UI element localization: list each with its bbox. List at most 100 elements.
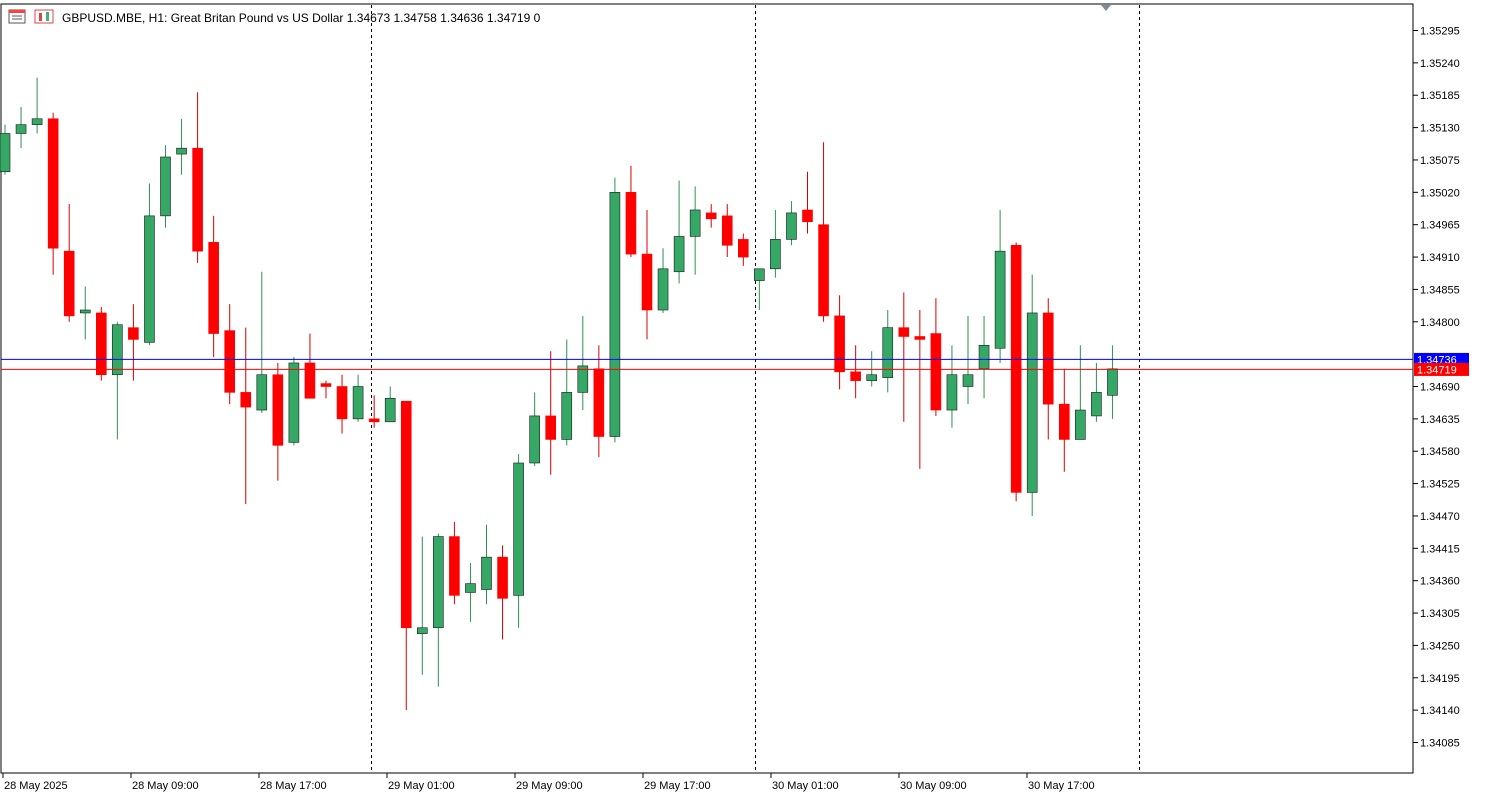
price-tick-label: 1.34360 bbox=[1420, 576, 1460, 588]
bear-candle bbox=[208, 215, 219, 358]
bear-candle bbox=[47, 112, 59, 275]
bull-candle bbox=[160, 145, 171, 228]
price-tick-label: 1.35075 bbox=[1420, 155, 1460, 167]
candle-body bbox=[128, 327, 139, 340]
candle-body bbox=[818, 224, 829, 317]
bull-candle bbox=[481, 524, 492, 605]
bull-candle bbox=[529, 392, 540, 466]
candle-body bbox=[449, 536, 460, 596]
bear-candle bbox=[737, 233, 749, 266]
price-tick-label: 1.34140 bbox=[1420, 705, 1460, 717]
shift-marker-icon[interactable] bbox=[1101, 5, 1111, 11]
price-tick-label: 1.34525 bbox=[1420, 479, 1460, 491]
price-tick-label: 1.35240 bbox=[1420, 58, 1460, 70]
candle-body bbox=[31, 118, 43, 125]
bear-candle bbox=[1010, 242, 1022, 502]
price-tick-label: 1.34470 bbox=[1420, 511, 1460, 523]
price-tick-label: 1.35020 bbox=[1420, 187, 1460, 199]
bear-candle bbox=[705, 204, 717, 228]
time-tick-label: 28 May 17:00 bbox=[260, 780, 327, 792]
time-tick-label: 30 May 01:00 bbox=[772, 780, 839, 792]
candle-body bbox=[1091, 392, 1102, 417]
candle-body bbox=[641, 253, 653, 311]
price-axis[interactable]: 1.35295 1.35240 1.35185 1.35130 1.35075 1.350… bbox=[1413, 26, 1460, 750]
price-tick-label: 1.34635 bbox=[1420, 414, 1460, 426]
price-tick-label: 1.35185 bbox=[1420, 90, 1460, 102]
time-axis[interactable]: 28 May 2025 28 May 09:00 28 May 17:00 29 Ma… bbox=[2, 773, 1095, 792]
time-tick-label: 29 May 01:00 bbox=[388, 780, 455, 792]
bear-candle bbox=[320, 380, 332, 399]
bear-candle bbox=[272, 362, 284, 481]
window-icon[interactable] bbox=[8, 9, 26, 24]
bear-candle bbox=[449, 521, 460, 605]
bull-candle bbox=[673, 180, 685, 284]
bear-candle bbox=[641, 209, 653, 340]
bear-candle bbox=[898, 292, 910, 422]
bear-candle bbox=[1042, 298, 1054, 440]
bear-candle bbox=[802, 171, 813, 234]
candle-body bbox=[336, 386, 348, 420]
candle-body bbox=[625, 192, 637, 255]
symbol-header: GBPUSD.MBE, H1: Great Britan Pound vs US… bbox=[62, 11, 541, 25]
candle-body bbox=[96, 312, 107, 376]
candle-body bbox=[63, 250, 75, 317]
time-tick-label: 30 May 09:00 bbox=[900, 780, 967, 792]
bear-candle bbox=[1059, 368, 1070, 472]
candle-body bbox=[240, 392, 252, 408]
candle-body bbox=[577, 365, 589, 393]
bull-candle bbox=[433, 533, 444, 687]
bear-candle bbox=[96, 307, 107, 381]
price-tick-label: 1.35130 bbox=[1420, 123, 1460, 135]
chart-icon[interactable] bbox=[34, 9, 54, 24]
candle-body bbox=[866, 374, 878, 381]
candle-body bbox=[433, 536, 444, 629]
candle-body bbox=[1010, 244, 1022, 493]
day-separators bbox=[371, 5, 1140, 772]
candle-body bbox=[673, 236, 685, 273]
bull-candle bbox=[384, 386, 396, 423]
bull-candle bbox=[657, 248, 669, 313]
candle-body bbox=[962, 374, 974, 387]
candle-body bbox=[705, 212, 717, 220]
candle-body bbox=[1042, 312, 1054, 405]
bear-candle bbox=[497, 545, 508, 640]
bull-candle bbox=[513, 454, 524, 628]
bull-candle bbox=[689, 186, 701, 275]
bear-candle bbox=[192, 92, 203, 263]
candle-body bbox=[192, 147, 203, 252]
candle-body bbox=[144, 215, 155, 343]
bull-candle bbox=[352, 374, 364, 422]
candle-body bbox=[1107, 368, 1118, 396]
price-tick-label: 1.34855 bbox=[1420, 284, 1460, 296]
bull-candle bbox=[994, 209, 1006, 363]
candles bbox=[0, 77, 1118, 711]
price-tick-label: 1.35295 bbox=[1420, 26, 1460, 38]
bull-candle bbox=[1026, 274, 1038, 516]
bull-candle bbox=[465, 563, 476, 622]
candle-body bbox=[400, 400, 412, 629]
bull-candle bbox=[79, 286, 91, 340]
bull-candle bbox=[112, 321, 123, 440]
bull-candle bbox=[0, 124, 11, 175]
bull-candle bbox=[176, 118, 187, 175]
candle-body bbox=[272, 374, 284, 446]
bear-candle bbox=[128, 304, 139, 381]
candle-body bbox=[786, 212, 797, 240]
candle-body bbox=[1075, 409, 1086, 440]
bull-candle bbox=[144, 183, 155, 346]
price-tick-label: 1.34690 bbox=[1420, 382, 1460, 394]
candle-body bbox=[978, 345, 990, 370]
candle-body bbox=[561, 392, 573, 440]
bear-candle bbox=[593, 345, 605, 458]
time-tick-label: 30 May 17:00 bbox=[1028, 780, 1095, 792]
candle-body bbox=[609, 192, 621, 437]
bear-candle bbox=[545, 351, 557, 475]
candle-body bbox=[1059, 403, 1070, 440]
bear-candle bbox=[240, 327, 252, 505]
bid-price-label: 1.34719 bbox=[1417, 364, 1457, 376]
bull-candle bbox=[15, 106, 27, 149]
candle-body bbox=[0, 133, 11, 173]
plot-frame bbox=[0, 3, 1414, 774]
candle-body bbox=[304, 362, 316, 399]
